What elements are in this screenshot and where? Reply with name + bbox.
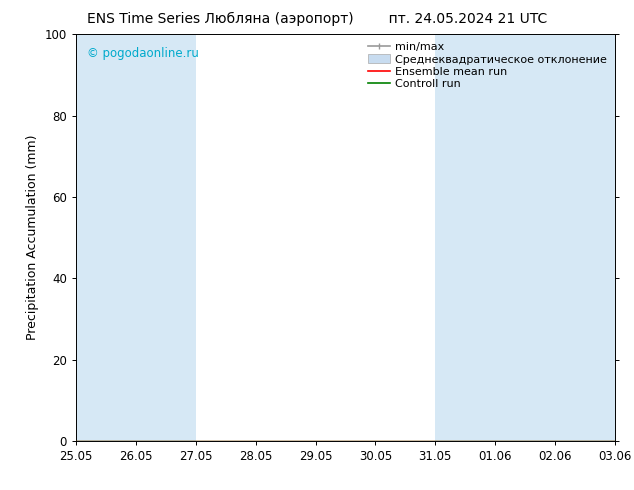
Bar bbox=[495, 34, 555, 441]
Legend: min/max, Среднеквадратическое отклонение, Ensemble mean run, Controll run: min/max, Среднеквадратическое отклонение… bbox=[365, 40, 609, 92]
Bar bbox=[436, 34, 495, 441]
Text: © pogodaonline.ru: © pogodaonline.ru bbox=[87, 47, 198, 59]
Bar bbox=[555, 34, 615, 441]
Bar bbox=[76, 34, 136, 441]
Text: ENS Time Series Любляна (аэропорт)        пт. 24.05.2024 21 UTC: ENS Time Series Любляна (аэропорт) пт. 2… bbox=[87, 12, 547, 26]
Bar bbox=[136, 34, 196, 441]
Y-axis label: Precipitation Accumulation (mm): Precipitation Accumulation (mm) bbox=[26, 135, 39, 341]
